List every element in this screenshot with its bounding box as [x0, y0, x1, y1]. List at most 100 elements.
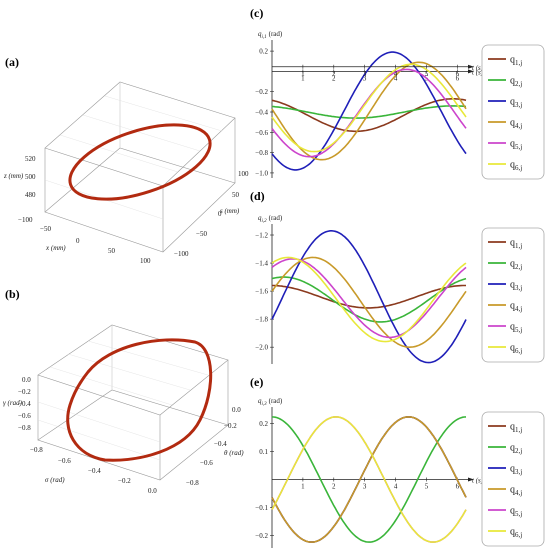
y-axis-label-symbol: q	[258, 30, 262, 38]
chart-b-ytick: 0.0	[232, 406, 241, 414]
chart-a-xtick: 100	[140, 257, 151, 265]
legend-label-q5: q5,j	[510, 506, 522, 519]
y-axis-label-unit: (rad)	[269, 30, 283, 38]
chart-a-ytick: 0	[218, 210, 222, 218]
chart-b-ytick: −0.4	[214, 440, 227, 448]
chart-a-ztick: 480	[25, 191, 36, 199]
y-tick-label: −0.4	[255, 109, 268, 117]
x-tick-label: 2	[332, 483, 336, 491]
legend-label-q4: q4,j	[510, 485, 522, 498]
chart-e: 1 2 3 4 5 6 0.2 0.1 −0.1 −0.2 qi,3 (rad) t (s)	[255, 397, 484, 548]
legend-sub: 2,j	[515, 447, 522, 455]
chart-b-xlabel: σ (rad)	[45, 476, 65, 484]
x-axis-label: t (s)	[472, 477, 484, 485]
chart-b-ztick: −0.6	[18, 412, 31, 420]
legend-symbol: q	[510, 238, 515, 249]
x-tick-label: 4	[394, 483, 398, 491]
legend-sub: 6,j	[515, 531, 522, 539]
legend-label-q1: q1,j	[510, 422, 522, 435]
legend-symbol: q	[510, 280, 515, 291]
panel-label-e: (e)	[250, 375, 263, 389]
legend-label-q2: q2,j	[510, 259, 522, 272]
chart-b-xtick: −0.2	[118, 477, 131, 485]
legend-symbol: q	[510, 76, 515, 87]
x-tick-label: 3	[363, 74, 367, 82]
legend-sub: 5,j	[515, 326, 522, 334]
legend-e: q1,jq2,jq3,jq4,jq5,jq6,j	[481, 411, 545, 547]
chart-b-xtick: 0.0	[148, 487, 157, 495]
legend-sub: 1,j	[515, 426, 522, 434]
legend-sub: 2,j	[515, 263, 522, 271]
legend-symbol: q	[510, 464, 515, 475]
legend-sub: 6,j	[515, 164, 522, 172]
series-q6	[271, 256, 467, 343]
chart-a-ztick: 520	[25, 155, 36, 163]
legend-symbol: q	[510, 118, 515, 129]
x-tick-label: 5	[425, 483, 429, 491]
y-axis-label: qi,1 (rad)	[258, 30, 283, 40]
legend-label-q6: q6,j	[510, 527, 522, 540]
y-tick-label: −1.0	[255, 169, 268, 177]
y-axis-label-sub: i,3	[262, 402, 268, 407]
y-axis-label-sub: i,2	[262, 219, 268, 224]
y-axis-label-sub: i,1	[262, 35, 267, 40]
chart-a-xtick: 0	[76, 237, 80, 245]
series-q1	[271, 98, 467, 133]
legend-symbol: q	[510, 485, 515, 496]
y-axis-label: qi,3 (rad)	[258, 397, 283, 407]
legend-label-q4: q4,j	[510, 118, 522, 131]
x-tick-label: 2	[332, 70, 336, 78]
chart-a-ylabel: s (mm)	[220, 207, 240, 215]
y-axis-label-unit: (rad)	[269, 397, 283, 405]
series-q6	[271, 63, 467, 153]
chart-a-xtick: −50	[40, 225, 51, 233]
legend-sub: 3,j	[515, 101, 522, 109]
x-tick-label: 1	[301, 70, 305, 78]
y-tick-label: −0.8	[255, 149, 268, 157]
chart-b-xtick: −0.6	[58, 457, 71, 465]
y-tick-label: −1.2	[255, 232, 268, 240]
legend-label-q1: q1,j	[510, 55, 522, 68]
x-axis-label: t (s)	[472, 64, 484, 72]
legend-symbol: q	[510, 259, 515, 270]
legend-sub: 6,j	[515, 347, 522, 355]
chart-b-xtick: −0.4	[88, 467, 101, 475]
x-axis-arrow	[468, 477, 474, 482]
legend-label-q2: q2,j	[510, 443, 522, 456]
x-axis-label: t (s)	[472, 68, 484, 76]
chart-b-ytick: −0.2	[224, 422, 237, 430]
panel-label-b: (b)	[5, 287, 20, 301]
series-q4	[271, 61, 467, 161]
series-q2	[271, 276, 467, 323]
y-tick-label: −2.0	[255, 344, 268, 352]
legend-symbol: q	[510, 422, 515, 433]
chart-b-xtick: −0.8	[30, 446, 43, 454]
y-axis-label-unit: (rad)	[269, 214, 283, 222]
chart-a-ztick: 500	[25, 173, 36, 181]
chart-b-ztick: −0.8	[18, 424, 31, 432]
y-tick-label: −0.1	[255, 504, 268, 512]
chart-a-xlabel: x (mm)	[45, 244, 66, 252]
chart-a-ytick: −100	[174, 250, 189, 258]
legend-c: q1,jq2,jq3,jq4,jq5,jq6,j	[481, 44, 545, 180]
chart-b-ztick: −0.2	[18, 388, 31, 396]
legend-sub: 5,j	[515, 143, 522, 151]
legend-label-q3: q3,j	[510, 97, 522, 110]
legend-sub: 2,j	[515, 80, 522, 88]
chart-a-ytick: 100	[238, 170, 249, 178]
x-axis-arrow	[468, 69, 474, 74]
x-tick-label: 1	[301, 74, 305, 82]
legend-symbol: q	[510, 443, 515, 454]
chart-b-ytick: −0.6	[200, 459, 213, 467]
y-tick-label: −0.2	[255, 88, 268, 96]
panel-label-c: (c)	[250, 6, 263, 20]
legend-d: q1,jq2,jq3,jq4,jq5,jq6,j	[481, 227, 545, 363]
chart-a-3d-box: 520 500 480 z (mm) −100 −50 0 50 100 x (…	[3, 81, 249, 265]
series-q5	[271, 257, 467, 339]
legend-sub: 5,j	[515, 510, 522, 518]
legend-symbol: q	[510, 322, 515, 333]
legend-frame	[481, 411, 545, 547]
x-tick-label: 1	[301, 483, 305, 491]
series-q6	[271, 416, 467, 543]
chart-d: 1 2 3 4 5 6 −1.2 −1.4 −1.6 −1.8 −2.0 qi,2 (rad) t (s)	[255, 64, 484, 364]
